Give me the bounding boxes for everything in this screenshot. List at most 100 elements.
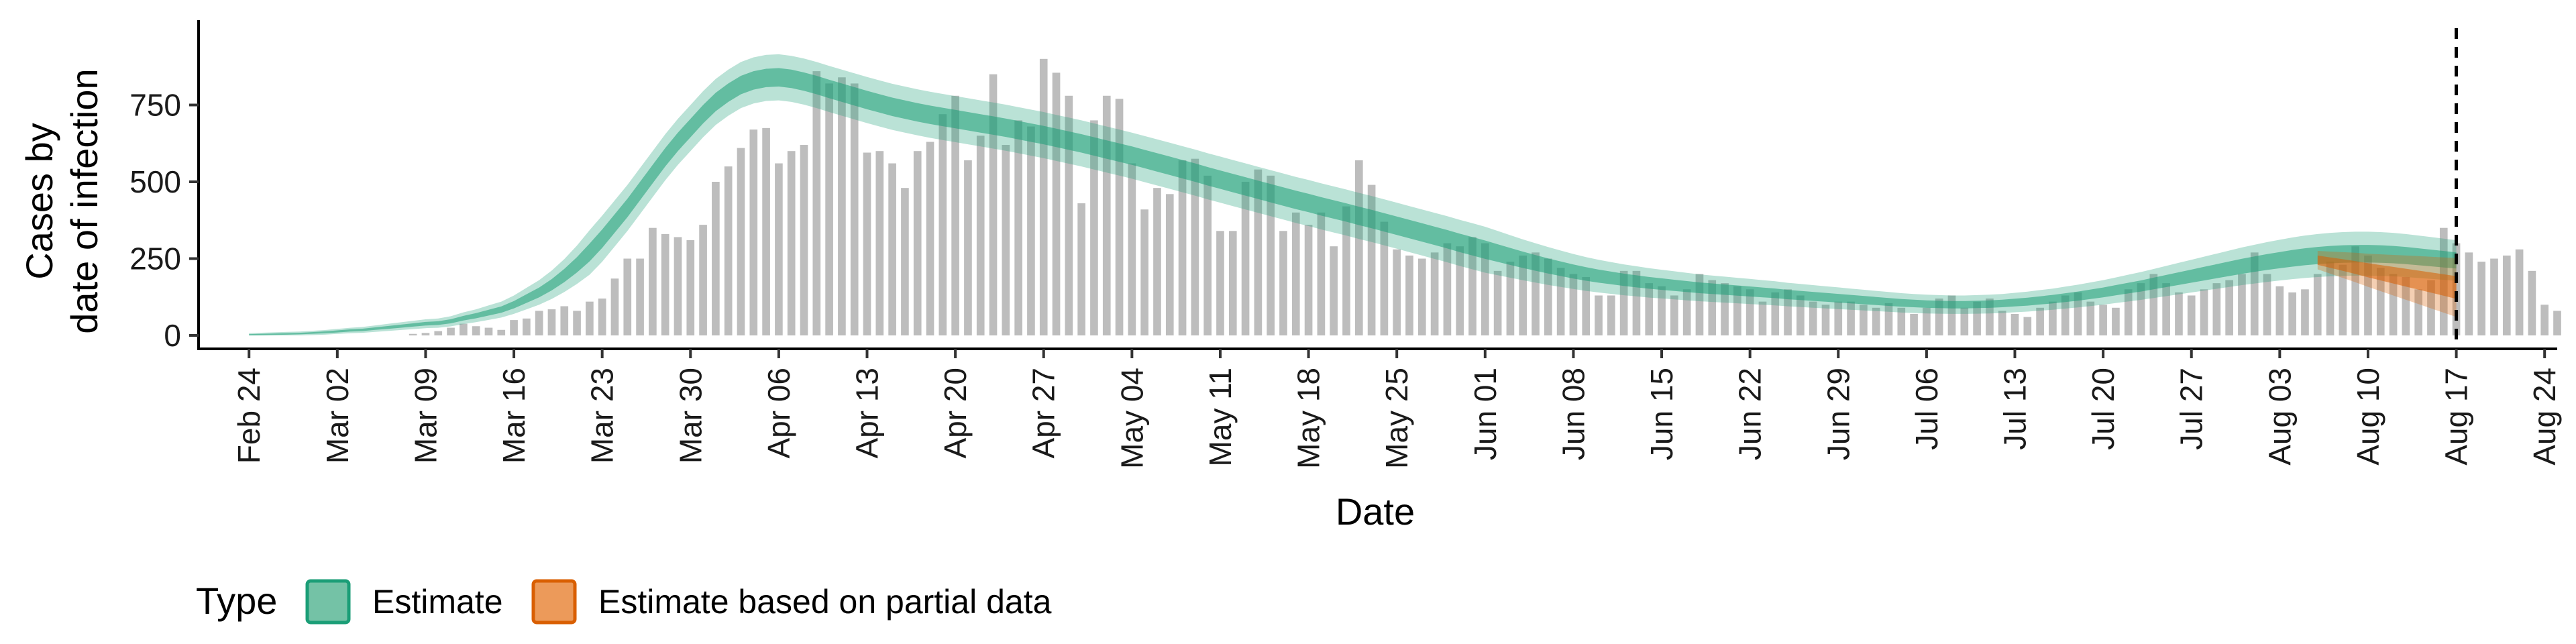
x-tick-label: Mar 09	[408, 368, 443, 464]
case-bar	[1481, 243, 1489, 335]
x-tick-label: Jul 20	[2086, 368, 2121, 450]
case-bar	[1809, 301, 1817, 335]
case-bar	[1544, 258, 1552, 335]
case-bar	[2074, 292, 2082, 335]
case-bar	[1039, 58, 1048, 336]
case-bar	[1872, 307, 1880, 335]
case-bar	[2275, 286, 2284, 335]
case-bar	[598, 299, 606, 335]
case-bar	[1065, 95, 1073, 335]
case-bar	[1468, 237, 1477, 335]
case-bar	[1115, 99, 1124, 335]
case-bar	[2540, 305, 2549, 335]
estimate-bands	[249, 54, 2457, 336]
case-bar	[1682, 289, 1691, 335]
case-bar	[2288, 292, 2296, 335]
case-bar	[2414, 289, 2423, 335]
case-bar	[2402, 276, 2410, 335]
case-bar	[1834, 301, 1843, 335]
case-bar	[497, 329, 506, 335]
case-bar	[409, 333, 417, 335]
case-bar	[1178, 160, 1187, 335]
case-bar	[2502, 255, 2511, 335]
case-bar	[560, 306, 569, 335]
case-bar	[1002, 145, 1010, 336]
legend-label-estimate: Estimate	[372, 583, 503, 621]
partial-estimate-bands	[2317, 251, 2457, 317]
case-bar	[1267, 175, 1275, 335]
case-bar	[1140, 209, 1148, 335]
case-bar	[1519, 255, 1527, 335]
x-tick-label: Apr 06	[761, 368, 796, 459]
case-bar	[1367, 184, 1376, 335]
case-bar	[2528, 270, 2536, 335]
case-bar	[2187, 295, 2196, 335]
case-bar	[1556, 268, 1565, 335]
case-bar	[472, 326, 480, 335]
case-bar	[1128, 163, 1136, 335]
case-bar	[1796, 295, 1805, 335]
case-bar	[586, 301, 594, 335]
case-bar	[863, 152, 871, 336]
case-bar	[2124, 289, 2133, 335]
case-bar	[875, 151, 884, 335]
case-bar	[812, 71, 821, 336]
partial-inner-band	[2317, 255, 2457, 299]
case-bar	[2212, 283, 2221, 335]
x-tick-label: Apr 13	[850, 368, 885, 459]
x-tick-label: Aug 17	[2439, 368, 2474, 466]
case-bar	[2553, 311, 2561, 335]
case-bar	[2010, 313, 2019, 335]
case-bar	[724, 166, 733, 335]
y-axis-title-line-2: date of infection	[63, 68, 105, 333]
case-bar	[1102, 95, 1111, 335]
case-bar	[484, 327, 493, 335]
x-tick-label: May 04	[1114, 368, 1149, 469]
y-tick-label: 500	[129, 164, 181, 199]
legend-title: Type	[196, 580, 277, 622]
case-bar	[1935, 299, 1943, 335]
case-bar	[1607, 295, 1615, 335]
case-bar	[2200, 289, 2208, 335]
case-bar	[2225, 280, 2233, 335]
case-bar	[2490, 258, 2498, 335]
case-bar	[2313, 274, 2322, 335]
case-bar	[1354, 160, 1363, 335]
case-bar	[1291, 212, 1300, 335]
case-bar	[1771, 292, 1780, 335]
case-bar	[1860, 305, 1868, 335]
case-bar	[1884, 303, 1893, 335]
y-tick-label: 250	[129, 241, 181, 276]
case-bar	[838, 77, 846, 335]
x-tick-label: Jul 06	[1909, 368, 1944, 450]
case-bar	[447, 327, 455, 335]
case-bar	[610, 278, 619, 335]
case-bar	[1695, 274, 1704, 335]
case-bar	[1393, 249, 1401, 335]
case-bar	[1733, 286, 1741, 335]
case-bar	[1670, 295, 1678, 335]
case-bar	[1582, 276, 1591, 335]
case-bar	[2049, 301, 2057, 335]
legend-key-estimate	[305, 579, 351, 625]
case-bar	[686, 240, 695, 335]
case-bar	[1506, 262, 1515, 335]
case-bar	[1595, 295, 1603, 335]
case-bar	[1027, 126, 1035, 335]
case-bar	[460, 323, 468, 335]
case-bar	[1216, 231, 1224, 335]
case-bar	[1721, 283, 1729, 335]
case-bar	[2376, 268, 2385, 335]
bars-layer	[409, 58, 2561, 336]
legend-key-partial	[531, 579, 577, 625]
case-bar	[1330, 246, 1338, 335]
legend-label-partial: Estimate based on partial data	[598, 583, 1052, 621]
case-bar	[1191, 158, 1199, 335]
case-bar	[1014, 120, 1022, 335]
case-bar	[636, 258, 644, 335]
case-bar	[2515, 249, 2524, 335]
case-bar	[1090, 120, 1098, 335]
estimate-outer-band	[249, 54, 2457, 336]
case-bar	[2351, 246, 2359, 335]
